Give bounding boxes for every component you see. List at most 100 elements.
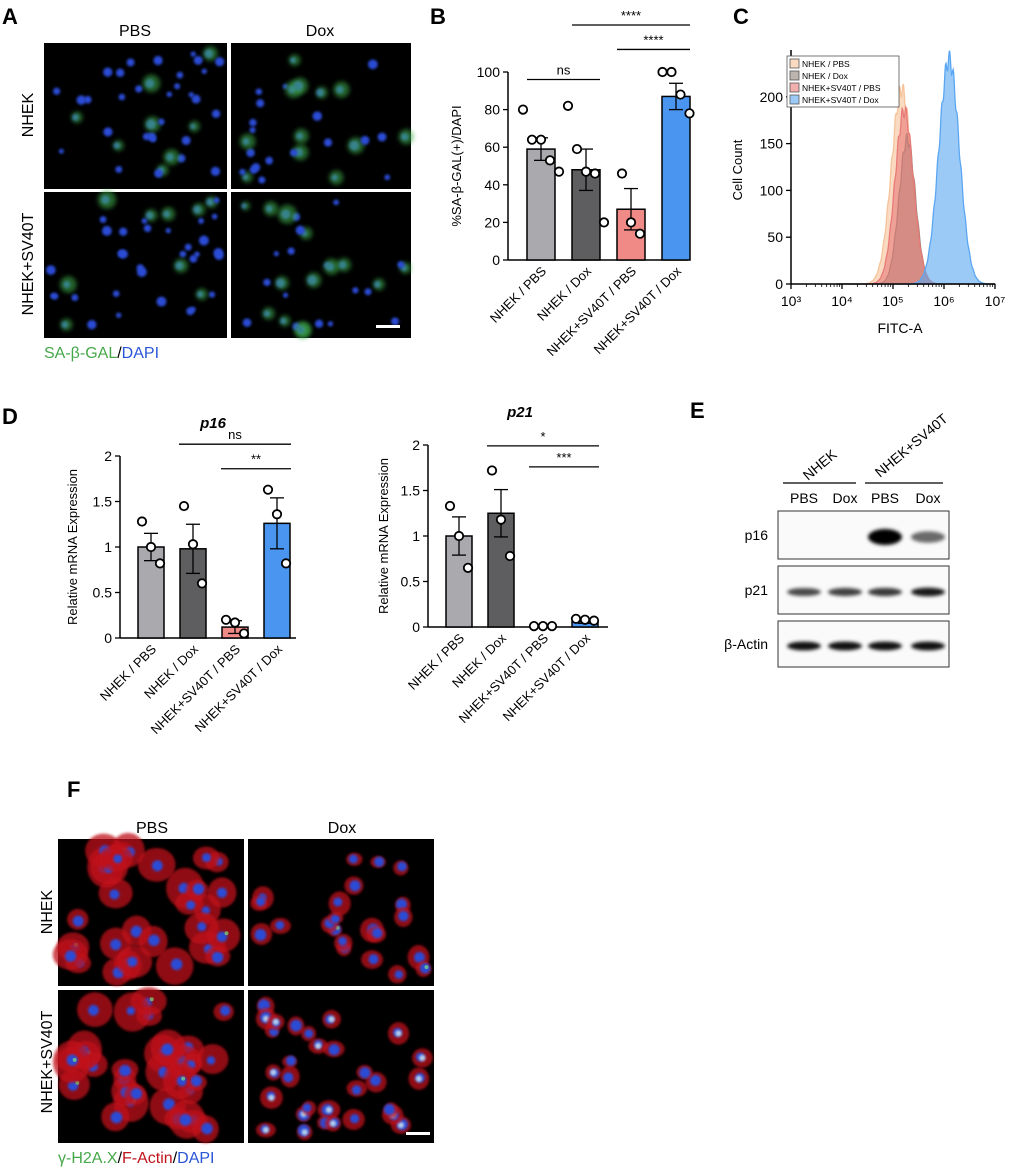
blot-row-label: p21 xyxy=(745,582,769,598)
sa-gal-signal xyxy=(239,133,256,150)
h2ax-foci xyxy=(72,1057,77,1062)
dapi-nucleus xyxy=(181,136,191,145)
lane-label: Dox xyxy=(916,490,941,506)
data-point xyxy=(537,620,549,632)
sa-gal-signal xyxy=(144,116,161,133)
panel-e-western-blot: NHEK NHEK+SV40T PBS Dox PBS Dox p16 p21 β-Acti… xyxy=(724,410,951,668)
sa-gal-signal xyxy=(294,321,311,338)
sa-gal-signal xyxy=(347,137,365,154)
dapi-nucleus xyxy=(165,227,171,234)
dapi-nucleus xyxy=(153,55,163,66)
dapi-nucleus xyxy=(394,970,404,979)
sa-gal-signal xyxy=(262,307,275,320)
dapi-nucleus xyxy=(186,900,196,910)
y-tick-label: 0 xyxy=(492,252,500,268)
dapi-nucleus xyxy=(256,99,265,108)
dapi-nucleus xyxy=(246,148,255,158)
sa-gal-signal xyxy=(288,54,301,67)
scale-bar-a xyxy=(376,325,400,328)
dapi-nucleus xyxy=(143,224,152,233)
h2ax-foci xyxy=(181,1076,186,1081)
panel-letter-b: B xyxy=(430,4,446,29)
dapi-nucleus xyxy=(103,67,113,77)
dapi-nucleus xyxy=(99,216,107,223)
chart-c: 0 50 100 150 200 10³ 10⁴ 10⁵ 10⁶ 10⁷ FITC-A Cell Co… xyxy=(730,50,1005,336)
sa-gal-signal xyxy=(202,46,218,62)
sa-gal-signal xyxy=(323,258,340,275)
x-tick-label: 10⁵ xyxy=(882,293,903,309)
dapi-nucleus xyxy=(151,860,163,872)
chart-title: p16 xyxy=(199,415,227,432)
dapi-nucleus xyxy=(383,1103,395,1115)
data-point xyxy=(625,217,637,228)
data-point xyxy=(546,620,558,632)
x-tick-label: 10⁷ xyxy=(985,293,1006,309)
dapi-nucleus xyxy=(350,1114,360,1124)
sa-gal-signal xyxy=(263,201,279,216)
y-tick-label: 50 xyxy=(767,229,783,245)
y-tick-label: 100 xyxy=(760,182,784,198)
dapi-nucleus xyxy=(242,318,252,327)
panel-letter-c: C xyxy=(733,4,749,29)
dapi-nucleus xyxy=(130,925,143,938)
dapi-nucleus xyxy=(255,88,263,95)
h2ax-foci xyxy=(424,965,429,970)
x-tick-label: NHEK+SV40T / Dox xyxy=(591,263,685,357)
dapi-nucleus xyxy=(193,55,203,65)
dapi-nucleus xyxy=(179,1113,192,1126)
panel-a-col-dox: Dox xyxy=(306,23,334,40)
dapi-nucleus xyxy=(220,1005,231,1016)
dapi-nucleus xyxy=(302,1103,312,1113)
dapi-nucleus xyxy=(210,166,221,176)
dapi-nucleus xyxy=(285,1055,296,1066)
data-point xyxy=(262,484,274,495)
y-tick-label: 1 xyxy=(104,539,112,555)
dapi-nucleus xyxy=(359,1067,371,1079)
dapi-nucleus xyxy=(208,291,216,298)
dapi-nucleus xyxy=(135,85,143,93)
micrograph-a-nhek-pbs xyxy=(44,43,227,189)
data-point xyxy=(579,614,591,625)
data-point xyxy=(462,562,474,573)
h2ax-foci xyxy=(272,1018,280,1026)
y-tick-label: 150 xyxy=(760,136,784,152)
h2ax-foci xyxy=(268,1094,275,1101)
y-tick-label: 1 xyxy=(412,528,420,544)
data-point xyxy=(486,465,498,476)
dapi-nucleus xyxy=(323,138,333,147)
dapi-nucleus xyxy=(211,951,224,963)
data-point xyxy=(588,615,600,626)
blot-band xyxy=(787,587,821,597)
data-point xyxy=(495,514,507,525)
dapi-nucleus xyxy=(216,887,228,898)
panel-f: PBS Dox NHEK NHEK+SV40T γ-H2A.X/F-Actin/… xyxy=(39,820,434,1167)
dapi-nucleus xyxy=(186,307,195,316)
y-tick-label: 60 xyxy=(484,139,500,155)
data-point xyxy=(562,100,574,111)
y-tick-label: 2 xyxy=(412,437,420,453)
dapi-nucleus xyxy=(391,317,400,326)
h2ax-foci xyxy=(314,1042,322,1050)
dapi-nucleus xyxy=(50,293,56,299)
scale-bar-f xyxy=(406,1132,430,1135)
sa-gal-signal xyxy=(372,278,385,291)
sa-gal-signal xyxy=(329,170,344,185)
dapi-nucleus xyxy=(348,854,358,864)
dapi-nucleus xyxy=(118,93,126,101)
legend-swatch xyxy=(789,82,800,93)
data-point xyxy=(634,228,646,239)
dapi-nucleus xyxy=(197,922,207,932)
data-point xyxy=(453,530,465,542)
dapi-nucleus xyxy=(282,292,289,298)
dapi-nucleus xyxy=(211,109,221,119)
chart-title: p21 xyxy=(506,404,533,421)
dapi-nucleus xyxy=(110,939,122,951)
data-point xyxy=(444,500,456,512)
dapi-nucleus xyxy=(119,1064,131,1077)
dapi-nucleus xyxy=(87,320,97,330)
data-point xyxy=(229,617,241,628)
blot-band xyxy=(911,587,945,597)
h2ax-foci xyxy=(224,931,229,936)
